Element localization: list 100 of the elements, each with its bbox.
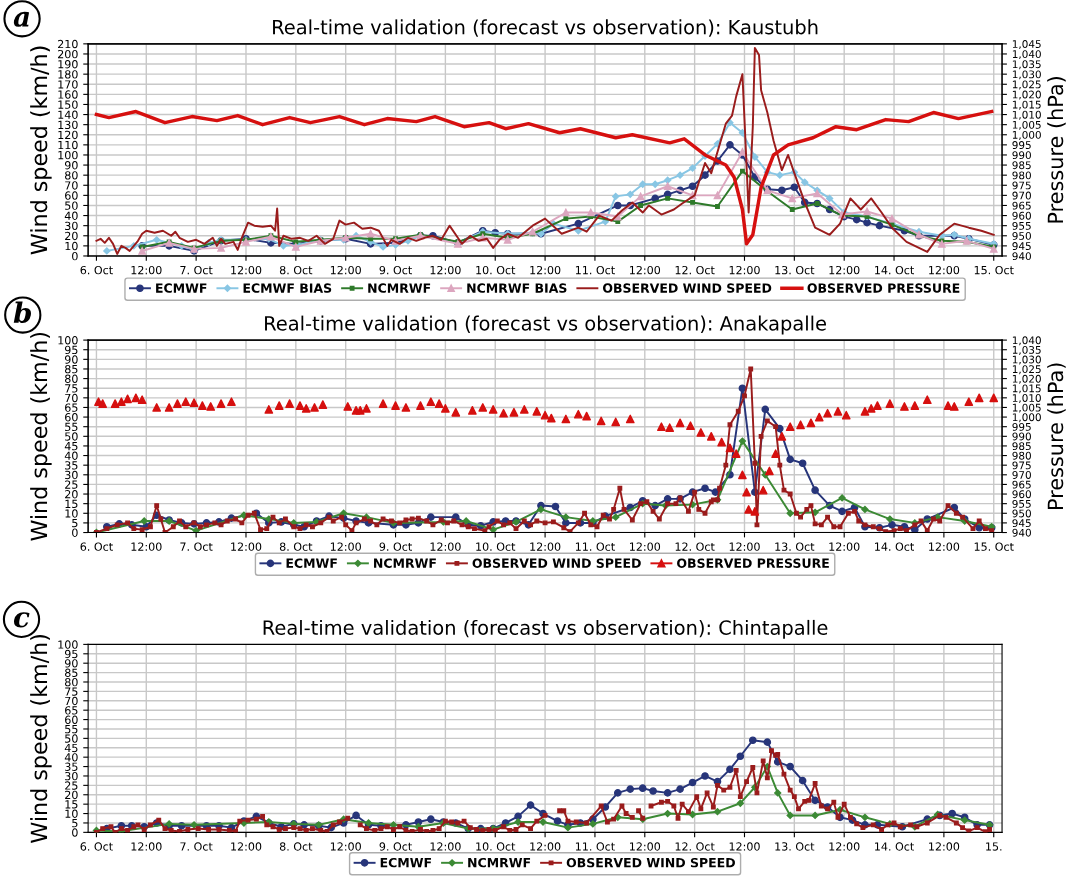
y-tick-label: 190 <box>58 60 78 69</box>
y-tick-label: 65 <box>65 706 78 715</box>
x-tick-label: 12:00 <box>929 542 960 551</box>
x-tick-label: 7. Oct <box>180 542 213 551</box>
x-tick-label: 13. Oct <box>775 265 815 275</box>
y-tick-label: 70 <box>65 393 78 403</box>
y2-tick-label: 955 <box>1012 221 1031 230</box>
y2-tick-label: 980 <box>1012 451 1031 460</box>
x-tick-label: 7. Oct <box>180 265 213 275</box>
y-axis-title: Wind speed (km/h) <box>30 635 52 843</box>
y2-tick-label: 945 <box>1012 242 1031 250</box>
y-tick-label: 90 <box>64 355 78 364</box>
x-tick-label: 12:00 <box>829 542 860 551</box>
x-tick-label: 6. Oct <box>80 542 113 551</box>
y2-tick-label: 995 <box>1012 141 1031 149</box>
y-tick-label: 15 <box>65 499 78 509</box>
x-tick-label: 15. Oct <box>974 542 1014 551</box>
y-tick-label: 10 <box>65 809 78 818</box>
y2-tick-label: 1,035 <box>1012 60 1041 70</box>
y2-tick-label: 1,000 <box>1012 130 1041 140</box>
y2-tick-label: 975 <box>1012 181 1031 190</box>
y2-tick-label: 1,015 <box>1012 384 1041 394</box>
y-tick-label: 0 <box>72 528 78 537</box>
legend-label: ECMWF BIAS <box>243 283 332 293</box>
y2-tick-label: 1,020 <box>1012 374 1041 384</box>
y-tick-label: 45 <box>64 442 78 451</box>
legend-label: NCMRWF <box>468 857 531 868</box>
y-tick-label: 25 <box>65 781 78 790</box>
x-tick-label: 12. Oct <box>675 265 715 275</box>
y-tick-label: 80 <box>65 171 78 180</box>
y2-tick-label: 950 <box>1012 509 1031 518</box>
x-tick-label: 12:00 <box>231 542 262 551</box>
y-tick-label: 60 <box>65 413 78 422</box>
y-tick-label: 20 <box>65 490 78 499</box>
y-tick-label: 100 <box>58 336 78 345</box>
y2-tick-label: 970 <box>1012 191 1031 200</box>
x-tick-label: 12:00 <box>929 265 960 275</box>
x-tick-label: 9. Oct <box>379 265 412 275</box>
y-tick-label: 95 <box>64 345 78 355</box>
x-tick-label: 11. Oct <box>575 265 615 275</box>
y2-tick-label: 1,045 <box>1012 40 1041 50</box>
x-tick-label: 15. Oct <box>974 265 1014 275</box>
x-tick-label: 6. Oct <box>80 842 113 851</box>
y-tick-label: 170 <box>58 80 78 89</box>
legend-label: ECMWF <box>380 857 432 868</box>
x-tick-label: 8. Oct <box>279 265 313 275</box>
legend-label: NCMRWF <box>368 283 431 293</box>
y2-tick-label: 1,035 <box>1012 345 1041 355</box>
x-tick-label: 15. <box>986 842 1002 851</box>
legend-label: OBSERVED WIND SPEED <box>472 558 641 568</box>
y-tick-label: 45 <box>64 743 78 753</box>
y-tick-label: 20 <box>65 231 78 241</box>
y-tick-label: 25 <box>65 480 78 489</box>
y2-tick-label: 955 <box>1012 499 1031 508</box>
y-tick-label: 100 <box>58 150 78 160</box>
x-tick-label: 14. Oct <box>875 842 914 851</box>
x-tick-label: 12:00 <box>430 542 461 551</box>
x-tick-label: 12:00 <box>231 842 262 851</box>
text: c <box>13 612 30 628</box>
y2-tick-label: 940 <box>1012 252 1031 261</box>
y-tick-label: 70 <box>65 181 78 190</box>
y-tick-label: 85 <box>65 668 78 677</box>
y-tick-label: 5 <box>72 519 78 528</box>
y-tick-label: 55 <box>65 725 78 734</box>
x-tick-label: 7. Oct <box>180 842 213 851</box>
y-tick-label: 200 <box>58 49 78 59</box>
y2-tick-label: 985 <box>1012 442 1031 451</box>
x-tick-label: 10. Oct <box>476 842 516 851</box>
x-tick-label: 12:00 <box>131 265 162 275</box>
x-tick-label: 11. Oct <box>575 842 615 851</box>
y2-tick-label: 965 <box>1012 480 1031 489</box>
y2-tick-label: 1,000 <box>1012 413 1041 423</box>
y2-tick-label: 1,005 <box>1012 120 1041 130</box>
y-tick-label: 95 <box>64 649 78 659</box>
y-tick-label: 0 <box>72 251 78 261</box>
y2-axis-title: Pressure (hPa) <box>1047 76 1066 223</box>
y2-tick-label: 1,030 <box>1012 70 1041 80</box>
y2-tick-label: 1,020 <box>1012 90 1041 100</box>
chart-title: Real-time validation (forecast vs observation): Kaustubh <box>273 19 818 37</box>
legend-label: OBSERVED WIND SPEED <box>566 857 735 868</box>
x-tick-label: 12:00 <box>330 542 361 551</box>
x-tick-label: 12:00 <box>729 542 760 551</box>
y-tick-label: 30 <box>65 771 78 781</box>
y-tick-label: 110 <box>58 140 78 150</box>
x-tick-label: 6. Oct <box>80 265 113 275</box>
y-tick-label: 210 <box>58 39 78 49</box>
y2-tick-label: 980 <box>1012 171 1031 180</box>
x-tick-label: 12:00 <box>131 842 162 851</box>
x-tick-label: 12:00 <box>430 265 461 275</box>
legend-label: ECMWF <box>286 558 337 568</box>
x-tick-label: 12:00 <box>829 265 860 275</box>
y2-tick-label: 960 <box>1012 490 1031 499</box>
y2-tick-label: 1,005 <box>1012 403 1041 413</box>
x-tick-label: 13. Oct <box>775 542 815 551</box>
y-tick-label: 5 <box>72 819 78 828</box>
y-tick-label: 75 <box>65 384 78 393</box>
y2-axis-title: Pressure (hPa) <box>1047 363 1066 509</box>
y-tick-label: 35 <box>65 461 78 470</box>
y2-tick-label: 990 <box>1012 151 1031 160</box>
y-tick-label: 55 <box>65 422 78 432</box>
